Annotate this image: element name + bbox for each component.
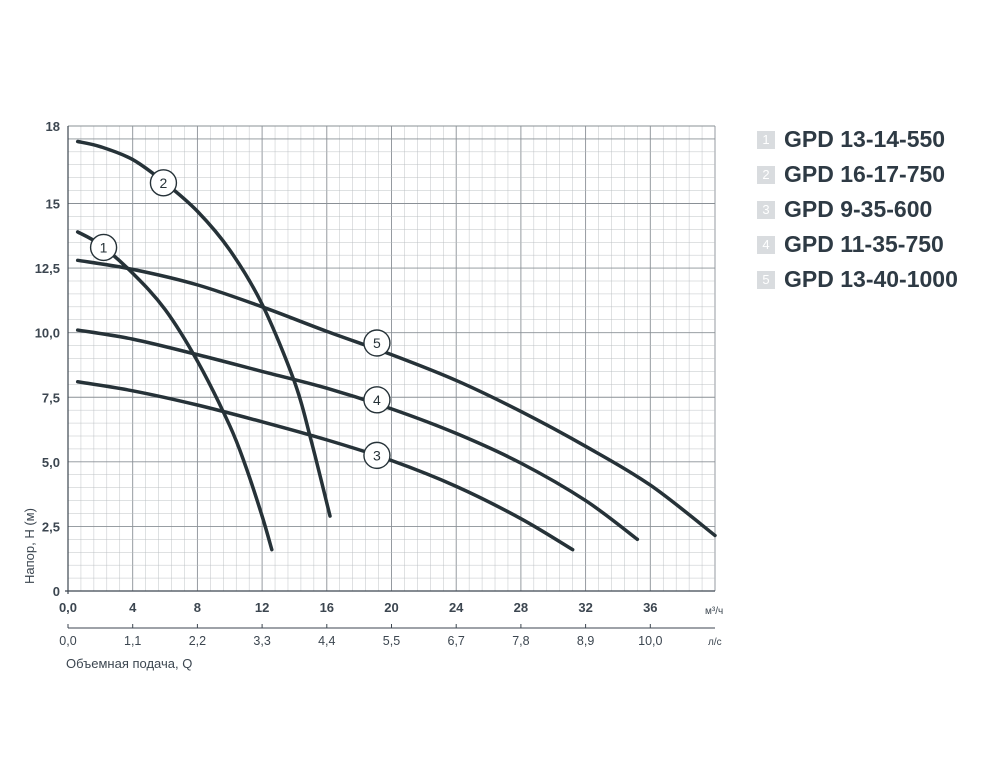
x2-tick-label: 2,2 [189, 634, 206, 648]
curve-label-number: 4 [373, 392, 381, 408]
curve-label-1: 1 [89, 233, 118, 262]
chart-curves [75, 139, 717, 552]
legend-number-badge: 4 [757, 235, 775, 254]
legend-item: 4 GPD 11-35-750 [757, 227, 958, 262]
x2-tick-label: 8,9 [577, 634, 594, 648]
curve-label-circle [363, 441, 391, 470]
y-tick-label: 10,0 [35, 326, 60, 341]
x2-tick-label: 1,1 [124, 634, 141, 648]
x-tick-label: 24 [449, 600, 464, 615]
x-tick-label: 8 [194, 600, 201, 615]
x-tick-label: 20 [384, 600, 398, 615]
legend-item: 3 GPD 9-35-600 [757, 192, 958, 227]
y-tick-label: 0 [53, 584, 60, 599]
legend-series-name: GPD 13-14-550 [784, 126, 946, 152]
x-tick-label: 32 [578, 600, 592, 615]
curve-label-circle [363, 386, 391, 414]
curve-label-number: 1 [100, 239, 108, 255]
legend-number-badge: 5 [757, 270, 775, 289]
x2-tick-label: 7,8 [512, 634, 529, 648]
legend-series-name: GPD 16-17-750 [784, 161, 946, 187]
curve-label-circle [149, 169, 178, 197]
x-tick-label: 4 [129, 600, 137, 615]
curve-label-2: 2 [149, 169, 178, 197]
chart-axes [65, 126, 715, 629]
curve-label-circle [363, 329, 391, 357]
x-axis-unit-ls: л/с [708, 637, 722, 648]
x2-tick-label: 3,3 [253, 634, 270, 648]
y-tick-label: 5,0 [42, 455, 60, 470]
x2-tick-label: 5,5 [383, 634, 400, 648]
legend: 1 GPD 13-14-550 2 GPD 16-17-750 3 GPD 9-… [757, 122, 958, 297]
curve-label-circle [89, 233, 118, 262]
x2-tick-label: 0,0 [59, 634, 76, 648]
legend-number-badge: 3 [757, 200, 775, 219]
legend-number-badge: 2 [757, 165, 775, 184]
x2-tick-label: 10,0 [638, 634, 662, 648]
y-tick-label: 2,5 [42, 519, 60, 534]
x-tick-label: 12 [255, 600, 269, 615]
curve-label-5: 5 [363, 329, 391, 357]
curve-label-4: 4 [363, 386, 391, 414]
series-line-2 [75, 139, 332, 518]
x-tick-label: 28 [514, 600, 528, 615]
y-axis-label: Напор, H (м) [22, 508, 37, 584]
y-tick-label: 15 [46, 197, 60, 212]
x-tick-label: 0,0 [59, 600, 77, 615]
legend-number-badge: 1 [757, 130, 775, 149]
y-tick-label: 7,5 [42, 390, 60, 405]
legend-item: 2 GPD 16-17-750 [757, 157, 958, 192]
x2-tick-label: 6,7 [448, 634, 465, 648]
curve-label-number: 2 [160, 175, 168, 191]
chart-ticks: 02,55,07,510,012,515180,00,041,182,2123,… [35, 119, 663, 648]
x-tick-label: 16 [320, 600, 334, 615]
legend-series-name: GPD 9-35-600 [784, 196, 933, 222]
x-axis-unit-m3h: м³/ч [705, 606, 723, 617]
x-axis-label: Объемная подача, Q [66, 656, 192, 671]
series-line-4 [75, 328, 640, 542]
curve-label-number: 5 [373, 335, 381, 351]
x2-tick-label: 4,4 [318, 634, 335, 648]
chart-grid [67, 125, 716, 592]
curve-label-3: 3 [363, 441, 391, 470]
legend-series-name: GPD 13-40-1000 [784, 266, 958, 292]
series-line-5 [75, 258, 717, 538]
series-line-3 [75, 380, 575, 552]
legend-series-name: GPD 11-35-750 [784, 231, 944, 257]
legend-item: 1 GPD 13-14-550 [757, 122, 958, 157]
y-tick-label: 12,5 [35, 261, 60, 276]
legend-item: 5 GPD 13-40-1000 [757, 262, 958, 297]
y-tick-label: 18 [46, 119, 60, 134]
chart-curve-labels: 1 2 3 4 5 [89, 169, 391, 470]
x-tick-label: 36 [643, 600, 657, 615]
curve-label-number: 3 [373, 447, 381, 463]
